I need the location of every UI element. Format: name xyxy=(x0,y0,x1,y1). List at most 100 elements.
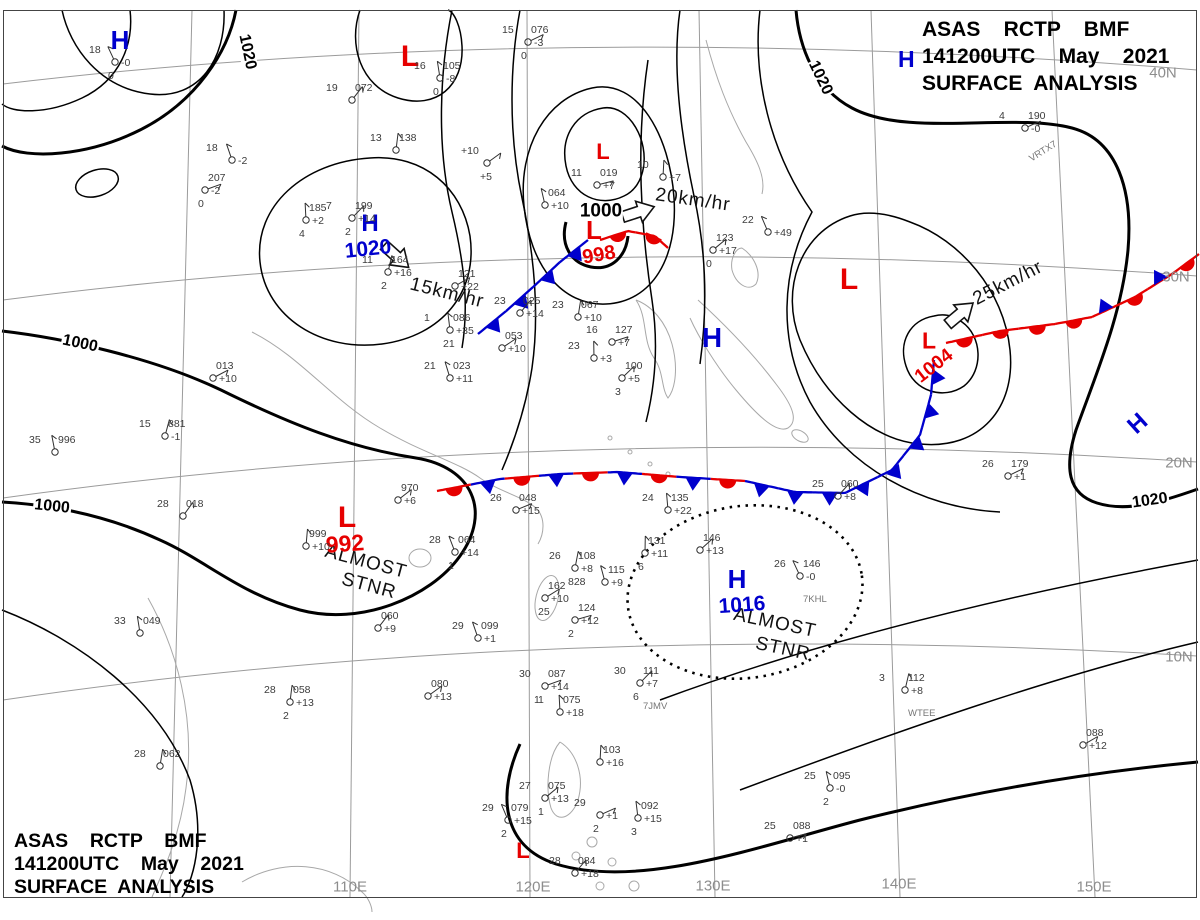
station-circle-icon xyxy=(451,282,459,290)
cold-front-symbol xyxy=(479,479,496,495)
station-change: +7 xyxy=(618,337,630,349)
wind-barb-icon xyxy=(107,46,115,60)
station-id: 7KHL xyxy=(803,594,827,605)
wind-barb-tick-icon xyxy=(107,46,114,50)
station-temp: 28 xyxy=(157,498,169,510)
annotation-text: 25km/hr xyxy=(969,256,1047,310)
station-pressure: 190 xyxy=(1028,110,1046,122)
warm-front-symbol xyxy=(1065,318,1083,329)
wind-barb-icon xyxy=(160,749,164,763)
isobar-1000-left xyxy=(1,329,477,617)
wind-barb-icon xyxy=(304,202,307,217)
station-change: +13 xyxy=(434,691,452,703)
cold-front-symbol xyxy=(931,369,946,386)
wind-barb-icon xyxy=(353,86,363,98)
wind-barb-icon xyxy=(577,614,592,620)
station-id: 7JMV xyxy=(643,701,668,712)
station-pressure: 076 xyxy=(531,24,549,36)
station-extra: 21 xyxy=(443,338,455,350)
station-temp: 10 xyxy=(637,159,649,171)
front-line-occluded xyxy=(1119,288,1149,305)
station-circle-icon xyxy=(590,354,598,362)
almost-stnr-dotted-ellipse xyxy=(626,503,864,681)
cold-front-symbol xyxy=(909,436,925,451)
station-pressure: 123 xyxy=(716,232,734,244)
pressure-center-L: L xyxy=(516,838,530,863)
station-temp: +10 xyxy=(461,145,479,157)
station-pressure: 025 xyxy=(523,295,541,307)
station-circle-icon xyxy=(834,492,842,500)
wind-barb-icon xyxy=(547,679,562,686)
wind-barb-tick-icon xyxy=(472,621,478,626)
station-pressure: 103 xyxy=(603,744,621,756)
meridian-label: 130E xyxy=(695,877,731,895)
station-circle-icon xyxy=(302,542,310,550)
parallel-label: 10N xyxy=(1165,648,1193,666)
station-pressure: 058 xyxy=(293,684,311,696)
title-line-1: ASAS RCTP BMF xyxy=(14,830,207,852)
station-pressure: 881 xyxy=(168,418,186,430)
wind-barb-tick-icon xyxy=(540,188,547,193)
station-temp: 35 xyxy=(29,434,41,446)
station-temp: 25 xyxy=(804,770,816,782)
station-circle-icon xyxy=(636,679,644,687)
wind-barb-tick-icon xyxy=(612,807,616,814)
wind-barb-tick-icon xyxy=(501,803,508,808)
station-change: +17 xyxy=(719,245,737,257)
pressure-center-value: 992 xyxy=(324,529,366,558)
station-change: +12 xyxy=(581,615,599,627)
warm-front-symbol xyxy=(1179,258,1195,272)
station-temp: 26 xyxy=(774,558,786,570)
station-extra: 0 xyxy=(433,86,439,98)
station-pressure: 088 xyxy=(793,820,811,832)
station-change: +1 xyxy=(606,810,618,822)
station-change: +7 xyxy=(603,180,615,192)
wind-barb-tick-icon xyxy=(802,833,807,840)
wind-barb-tick-icon xyxy=(792,560,799,564)
pressure-center-H: H xyxy=(701,322,723,353)
station-pressure: 135 xyxy=(671,492,689,504)
front-line-cold xyxy=(558,239,589,264)
meridian-label: 140E xyxy=(881,875,917,893)
station-pressure: 013 xyxy=(216,360,234,372)
wind-barb-tick-icon xyxy=(168,419,173,426)
title-line-3: SURFACE ANALYSIS xyxy=(922,72,1138,95)
station-temp: 3 xyxy=(879,672,885,684)
station-temp: 16 xyxy=(586,324,598,336)
station-temp: 27 xyxy=(519,780,531,792)
wind-barb-icon xyxy=(136,616,140,630)
wind-barb-icon xyxy=(530,34,544,42)
station-extra: 2 xyxy=(823,796,829,808)
wind-barb-tick-icon xyxy=(391,255,396,261)
station-temp: 15 xyxy=(139,418,151,430)
isobar-1000-low998 xyxy=(562,221,630,270)
station-pressure: 088 xyxy=(1086,727,1104,739)
station-change: +10 xyxy=(312,541,330,553)
station-change: +2 xyxy=(312,215,324,227)
wind-barb-tick-icon xyxy=(225,369,229,376)
station-pressure: 019 xyxy=(600,167,618,179)
station-circle-icon xyxy=(179,512,187,520)
station-pressure: 064 xyxy=(458,534,476,546)
station-change: +35 xyxy=(456,325,474,337)
station-pressure: 084 xyxy=(578,855,596,867)
station-circle-icon xyxy=(302,216,310,224)
station-extra: 4 xyxy=(299,228,305,240)
wind-barb-tick-icon xyxy=(444,361,451,366)
station-circle-icon xyxy=(228,156,236,164)
station-pressure: 146 xyxy=(803,558,821,570)
wind-barb-tick-icon xyxy=(908,673,913,679)
meridian-label: 120E xyxy=(515,878,551,896)
station-extra: 25 xyxy=(538,606,550,618)
station-pressure: 179 xyxy=(1011,458,1029,470)
station-change: +14 xyxy=(461,547,479,559)
station-circle-icon xyxy=(446,326,454,334)
station-circle-icon xyxy=(541,794,549,802)
station-circle-icon xyxy=(498,344,506,352)
wind-barb-icon xyxy=(447,313,451,327)
warm-front-symbol xyxy=(650,474,668,484)
station-temp: 33 xyxy=(114,615,126,627)
wind-barb-icon xyxy=(792,833,807,838)
title-line-3: SURFACE ANALYSIS xyxy=(14,876,215,898)
